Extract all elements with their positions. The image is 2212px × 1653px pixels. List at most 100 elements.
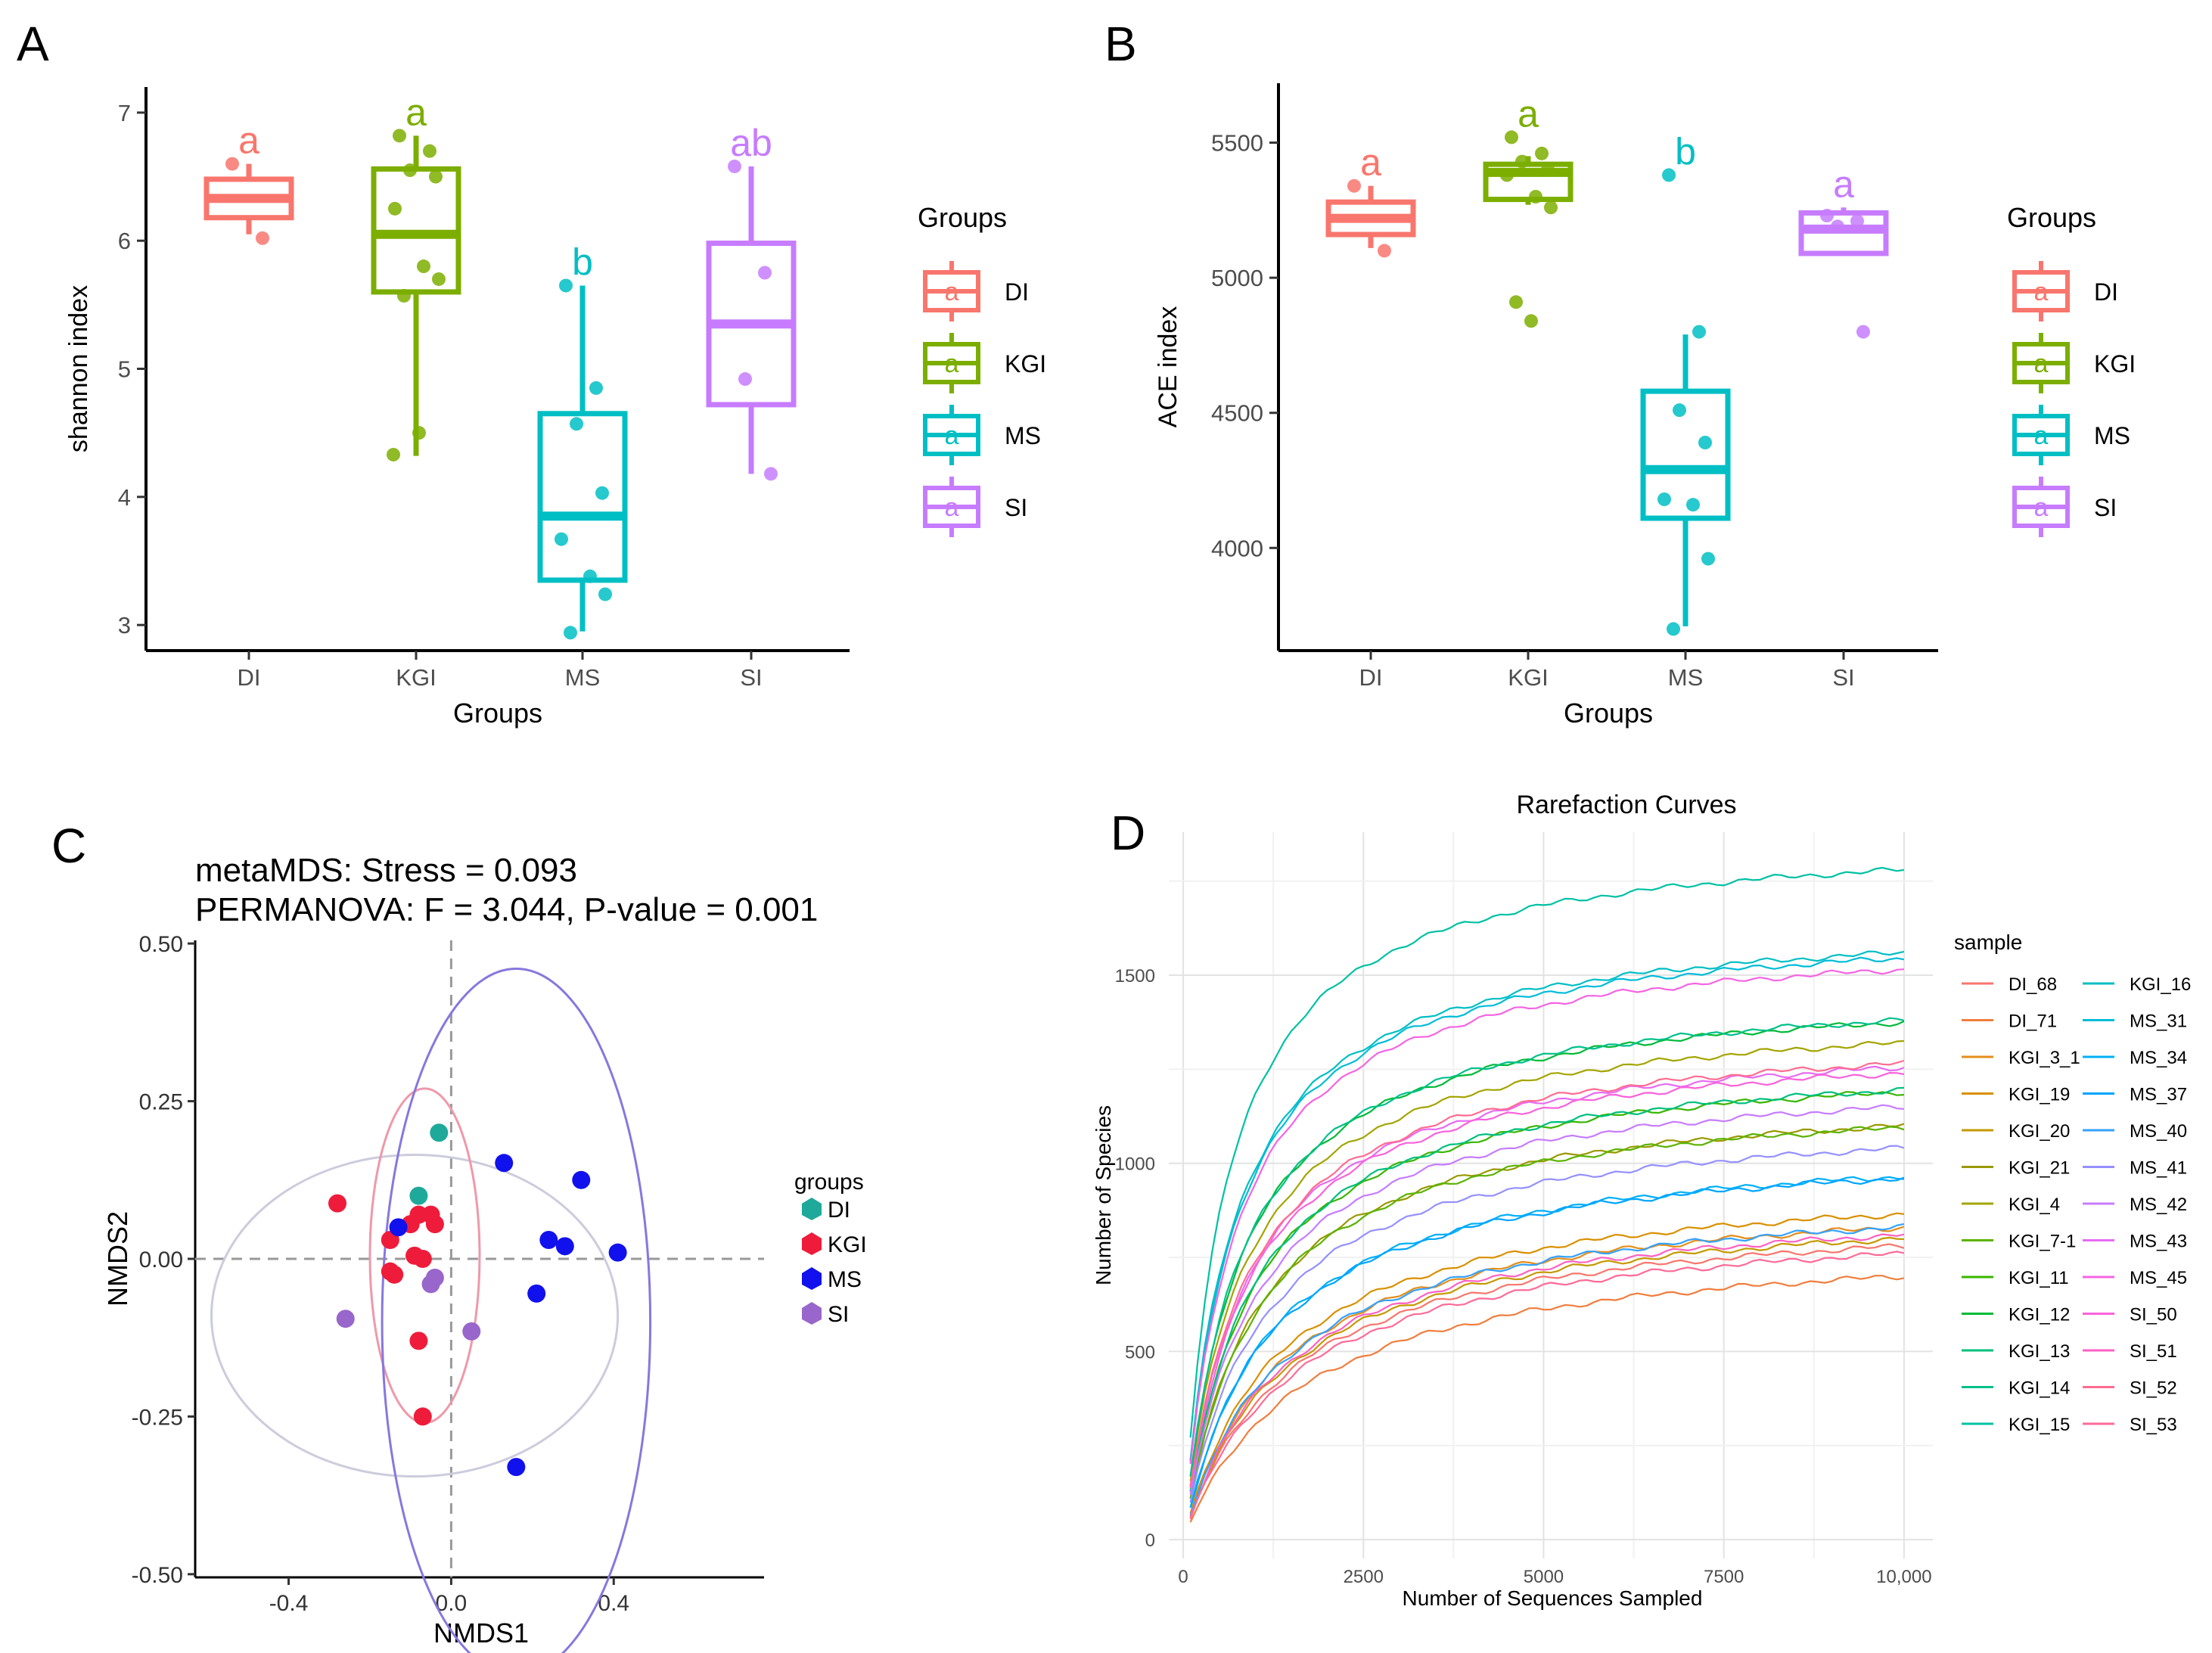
data-point-SI [1831, 219, 1844, 234]
y-tick-label: 500 [1125, 1342, 1155, 1362]
y-tick-label: 4500 [1211, 400, 1263, 427]
rarefaction-curve-SI_52 [1189, 1059, 1905, 1486]
y-tick-label: 1500 [1115, 966, 1155, 987]
y-tick-label: 3 [118, 612, 131, 639]
confidence-ellipse-DI [210, 1153, 620, 1478]
rarefaction-curve-SI_51 [1189, 1233, 1905, 1518]
x-axis-title: Groups [1564, 698, 1653, 729]
plot-title-line-1: metaMDS: Stress = 0.093 [195, 852, 577, 889]
data-point-KGI [387, 447, 400, 461]
plot-title: Rarefaction Curves [1516, 791, 1736, 819]
legend-label-SI: SI [1005, 494, 1027, 521]
y-tick-label: 0 [1145, 1530, 1155, 1551]
rarefaction-curve-KGI_15 [1189, 866, 1905, 1438]
data-point-KGI [425, 1215, 444, 1234]
y-axis-title: ACE index [1154, 306, 1182, 428]
data-point-MS [1701, 552, 1715, 566]
x-axis-title: Number of Sequences Sampled [1403, 1586, 1703, 1610]
data-point-MS [495, 1154, 514, 1173]
x-tick-label: MS [1668, 664, 1704, 691]
legend-key-MS [802, 1267, 822, 1290]
legend-label-KGI_14: KGI_14 [2009, 1378, 2070, 1399]
panel-b-ace-boxplot: 4000 4500 5000 5500 DI KGI MS SI Groups ACE index… [1154, 83, 2136, 729]
legend-title: Groups [918, 202, 1007, 233]
rarefaction-curve-KGI_19 [1189, 1212, 1905, 1514]
legend-label-MS: MS [2094, 422, 2130, 449]
data-point-MS [589, 381, 603, 395]
data-point-KGI [397, 288, 411, 303]
x-tick-label: 7500 [1704, 1567, 1744, 1587]
data-point-KGI [413, 1250, 432, 1268]
significance-letter-MS: b [572, 241, 593, 283]
x-tick-label: MS [565, 664, 601, 691]
rarefaction-curve-MS_37 [1189, 1176, 1905, 1509]
data-point-DI [256, 231, 269, 245]
legend-label-SI_53: SI_53 [2130, 1415, 2177, 1435]
data-point-MS [555, 532, 568, 546]
panel-label-b: B [1104, 17, 1137, 71]
x-tick-label: 2500 [1344, 1567, 1384, 1587]
data-point-MS [1657, 492, 1671, 506]
data-point-DI [409, 1186, 428, 1205]
data-point-MS [1692, 325, 1706, 339]
legend-label-KGI_15: KGI_15 [2009, 1415, 2070, 1435]
data-point-KGI [1535, 146, 1549, 160]
legend-label-SI_52: SI_52 [2130, 1378, 2177, 1399]
x-axis-title: NMDS1 [433, 1617, 529, 1648]
rarefaction-curve-MS_40 [1189, 1223, 1905, 1516]
legend-key-KGI [802, 1232, 822, 1255]
legend-glyph: a [945, 421, 959, 450]
legend-label-MS_42: MS_42 [2130, 1195, 2187, 1215]
data-point-KGI [393, 129, 406, 143]
data-point-KGI [1524, 314, 1538, 328]
legend-label-SI: SI [828, 1302, 849, 1327]
y-tick-label: 1000 [1115, 1154, 1155, 1175]
legend-label-KGI_16: KGI_16 [2130, 974, 2191, 995]
data-point-MS [527, 1284, 546, 1303]
rarefaction-curve-SI_50 [1189, 1071, 1905, 1488]
data-point-MS [559, 278, 573, 293]
data-point-MS [570, 417, 583, 431]
data-point-SI [764, 467, 778, 481]
legend-label-KGI_11: KGI_11 [2009, 1268, 2069, 1288]
rarefaction-curve-MS_34 [1189, 1176, 1904, 1508]
data-point-KGI [432, 272, 446, 286]
y-tick-label: 5500 [1211, 130, 1263, 157]
data-point-SI [1850, 214, 1864, 228]
significance-letter-SI: a [1833, 163, 1854, 205]
legend-label-DI: DI [1005, 278, 1029, 306]
legend-glyph: a [945, 350, 959, 378]
legend-title: groups [794, 1170, 864, 1195]
legend-glyph: a [945, 278, 959, 306]
legend-label-KGI_21: KGI_21 [2009, 1158, 2070, 1179]
legend-label-DI_71: DI_71 [2009, 1011, 2057, 1032]
y-tick-label: -0.25 [132, 1405, 183, 1430]
data-point-MS [608, 1243, 627, 1262]
rarefaction-curve-KGI_11 [1189, 1091, 1904, 1492]
y-tick-label: 0.00 [139, 1248, 183, 1272]
rarefaction-curve-MS_42 [1189, 1104, 1904, 1495]
data-point-MS [583, 569, 597, 583]
x-axis-title: Groups [453, 698, 542, 729]
data-point-KGI [328, 1194, 346, 1213]
data-point-KGI [1505, 130, 1518, 144]
legend-label-KGI: KGI [2094, 350, 2136, 378]
legend-label-MS_43: MS_43 [2130, 1232, 2187, 1252]
rarefaction-curve-KGI_13 [1189, 1086, 1904, 1492]
legend-glyph: a [2034, 493, 2049, 522]
data-point-MS [555, 1237, 574, 1256]
y-tick-label: 4000 [1211, 535, 1263, 561]
data-point-DI [430, 1123, 449, 1142]
legend-label-DI_68: DI_68 [2009, 974, 2057, 995]
legend-label-SI_51: SI_51 [2130, 1341, 2177, 1362]
legend-label-MS: MS [828, 1267, 862, 1292]
legend-key-SI [802, 1302, 822, 1325]
data-point-SI [738, 372, 752, 387]
significance-letter-DI: a [238, 120, 259, 162]
data-point-KGI [1500, 168, 1514, 182]
legend-title: Groups [2007, 202, 2096, 233]
significance-letter-MS: b [1675, 130, 1696, 172]
data-point-KGI [409, 1331, 428, 1350]
